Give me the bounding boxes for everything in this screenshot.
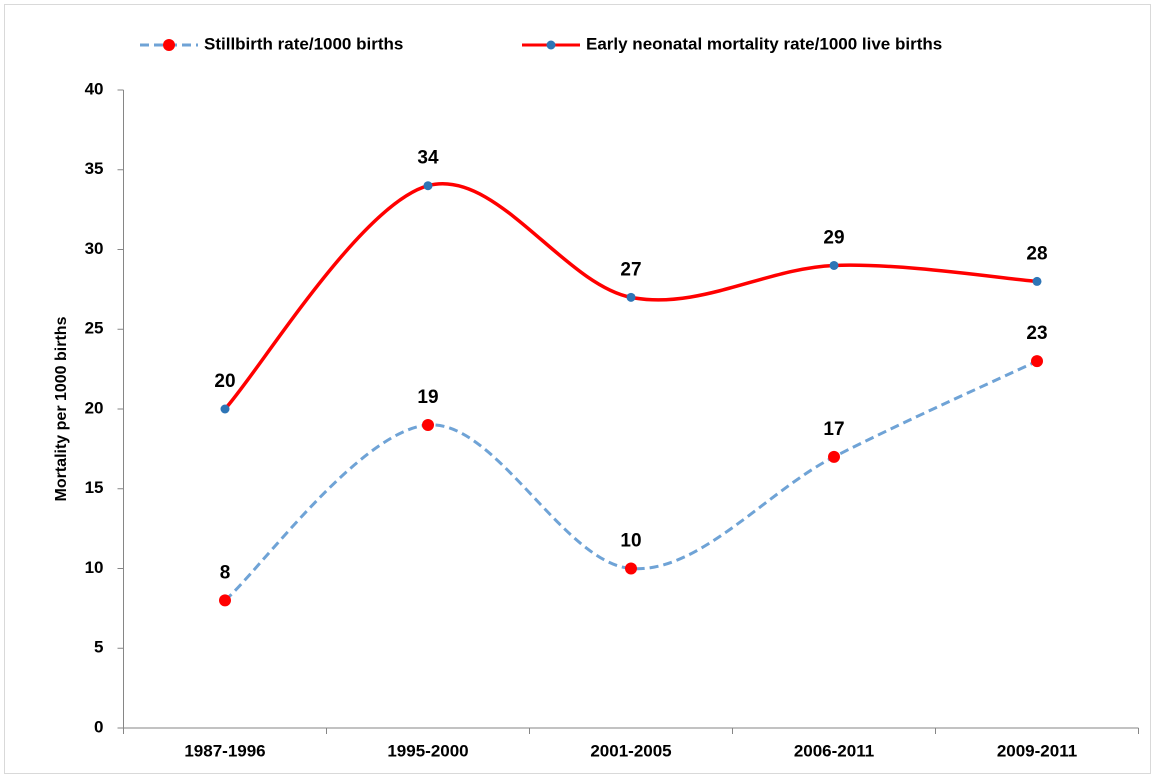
data-label: 23 — [1026, 323, 1047, 344]
x-tick-label: 2001-2005 — [590, 741, 671, 760]
legend-marker — [546, 40, 556, 50]
data-label: 19 — [417, 387, 438, 408]
data-label: 27 — [620, 259, 641, 280]
chart-frame — [4, 4, 1151, 774]
data-point — [219, 594, 231, 607]
series-line — [223, 182, 1038, 411]
data-point — [1031, 355, 1043, 368]
data-label: 10 — [620, 531, 641, 552]
data-point — [828, 450, 840, 463]
x-tick-label: 2006-2011 — [794, 741, 874, 760]
data-point — [423, 181, 433, 191]
data-point — [220, 404, 230, 414]
y-tick-label: 0 — [94, 717, 103, 736]
legend-label: Early neonatal mortality rate/1000 live … — [586, 34, 942, 53]
data-point — [626, 292, 636, 302]
data-label: 28 — [1026, 243, 1047, 264]
series-line — [224, 359, 1038, 602]
y-tick-label: 15 — [85, 478, 104, 497]
y-tick-label: 20 — [85, 398, 104, 417]
x-tick-label: 1995-2000 — [387, 741, 468, 760]
data-point — [1032, 276, 1042, 286]
data-label: 8 — [220, 562, 231, 583]
y-tick-label: 25 — [85, 319, 104, 338]
y-tick-label: 10 — [85, 558, 104, 577]
data-point — [422, 418, 434, 431]
y-tick-label: 30 — [85, 239, 104, 258]
y-tick-label: 5 — [94, 638, 103, 657]
y-tick-label: 40 — [85, 79, 104, 98]
data-label: 17 — [823, 419, 844, 440]
y-tick-label: 35 — [85, 159, 104, 178]
legend-marker — [163, 39, 175, 51]
x-tick-label: 1987-1996 — [184, 741, 265, 760]
x-tick-label: 2009-2011 — [997, 741, 1077, 760]
data-label: 20 — [214, 371, 235, 392]
data-label: 34 — [417, 148, 439, 169]
data-point — [829, 260, 839, 270]
data-point — [625, 562, 637, 575]
legend-label: Stillbirth rate/1000 births — [204, 34, 403, 53]
y-axis-label: Mortality per 1000 births — [53, 316, 70, 501]
data-label: 29 — [823, 227, 844, 248]
